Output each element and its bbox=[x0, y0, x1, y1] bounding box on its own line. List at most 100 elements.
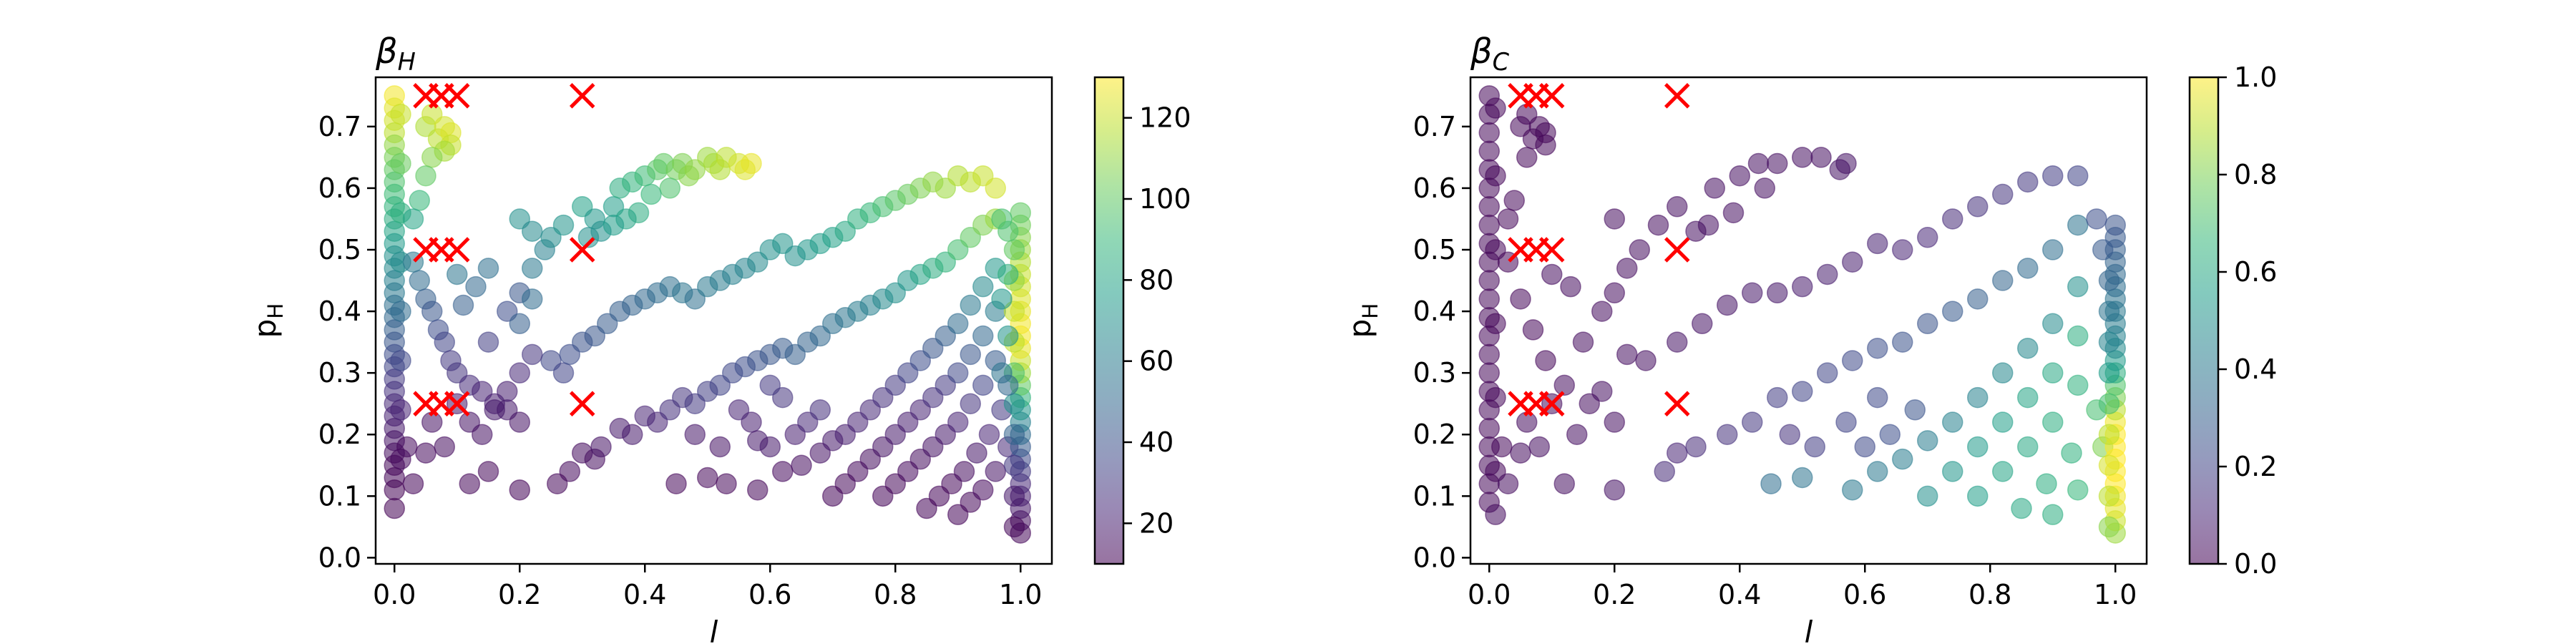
scatter-point bbox=[415, 165, 436, 187]
scatter-point bbox=[497, 381, 518, 402]
scatter-points bbox=[1478, 85, 2126, 544]
scatter-point bbox=[2042, 411, 2064, 433]
scatter-point bbox=[1792, 275, 1813, 298]
scatter-point bbox=[947, 313, 969, 335]
scatter-point bbox=[384, 479, 405, 501]
scatter-point bbox=[447, 263, 468, 286]
scatter-point bbox=[2098, 362, 2120, 384]
x-tick-label: 0.4 bbox=[623, 579, 666, 610]
scatter-point bbox=[1717, 294, 1738, 316]
scatter-point bbox=[741, 152, 762, 175]
scatter-point bbox=[2098, 270, 2120, 291]
scatter-point bbox=[409, 270, 430, 291]
scatter-point bbox=[1485, 165, 1506, 187]
scatter-point bbox=[522, 258, 543, 279]
scatter-point bbox=[622, 424, 643, 445]
y-tick-label: 0.6 bbox=[318, 172, 361, 204]
scatter-point bbox=[985, 461, 1006, 482]
scatter-point bbox=[509, 313, 530, 335]
x-marker bbox=[569, 83, 595, 109]
scatter-point bbox=[2017, 171, 2039, 193]
x-marker bbox=[1538, 391, 1565, 416]
scatter-point bbox=[1767, 282, 1788, 304]
scatter-point bbox=[1892, 239, 1913, 260]
scatter-point bbox=[1804, 436, 1825, 458]
scatter-point bbox=[972, 479, 994, 501]
scatter-point bbox=[1478, 214, 1500, 236]
x-tick-label: 0.0 bbox=[1468, 579, 1511, 610]
scatter-point bbox=[1485, 313, 1506, 335]
scatter-point bbox=[1591, 301, 1613, 322]
x-tick-label: 0.8 bbox=[874, 579, 917, 610]
scatter-point bbox=[2067, 275, 2089, 298]
scatter-point bbox=[1478, 288, 1500, 310]
scatter-point bbox=[728, 399, 750, 421]
scatter-point bbox=[2067, 374, 2089, 396]
scatter-point bbox=[2017, 337, 2039, 359]
scatter-point bbox=[697, 467, 718, 489]
scatter-point bbox=[452, 294, 474, 316]
scatter-point bbox=[1917, 313, 1938, 335]
scatter-point bbox=[2017, 258, 2039, 279]
scatter-point bbox=[1704, 177, 1725, 199]
scatter-point bbox=[997, 374, 1019, 396]
scatter-point bbox=[1541, 263, 1563, 286]
scatter-point bbox=[1535, 350, 1556, 371]
scatter-point bbox=[659, 177, 680, 199]
colorbar-tick-label: 80 bbox=[1139, 264, 1174, 296]
scatter-point bbox=[552, 362, 575, 384]
scatter-point bbox=[1616, 343, 1638, 366]
scatter-point bbox=[2017, 386, 2039, 409]
y-tick-label: 0.2 bbox=[318, 419, 361, 450]
x-tick-label: 0.6 bbox=[748, 579, 791, 610]
scatter-point bbox=[1604, 282, 1625, 304]
colorbar-tick-label: 0.6 bbox=[2234, 256, 2277, 288]
scatter-point bbox=[1747, 152, 1770, 175]
scatter-point bbox=[1491, 436, 1513, 458]
scatter-point bbox=[1992, 362, 2014, 384]
scatter-point bbox=[477, 258, 499, 279]
scatter-point bbox=[1967, 436, 1989, 458]
scatter-point bbox=[434, 436, 455, 458]
scatter-point bbox=[390, 103, 411, 125]
scatter-point bbox=[402, 473, 424, 494]
scatter-point bbox=[1003, 516, 1025, 538]
scatter-point bbox=[1742, 411, 1763, 433]
scatter-point bbox=[2098, 301, 2120, 322]
scatter-point bbox=[1572, 331, 1594, 353]
scatter-point bbox=[1967, 386, 1989, 409]
scatter-point bbox=[2067, 165, 2089, 187]
y-axis-label: pH bbox=[248, 303, 288, 338]
x-tick-label: 1.0 bbox=[999, 579, 1042, 610]
scatter-point bbox=[2042, 239, 2064, 260]
x-marker bbox=[1664, 391, 1690, 416]
scatter-point bbox=[2098, 454, 2120, 477]
scatter-point bbox=[1478, 122, 1500, 144]
scatter-point bbox=[947, 411, 969, 433]
scatter-point bbox=[1003, 393, 1025, 414]
scatter-point bbox=[1917, 485, 1938, 507]
scatter-point bbox=[509, 411, 530, 433]
scatter-point bbox=[1535, 134, 1556, 156]
x-axis-label: l bbox=[1805, 615, 1813, 644]
scatter-point bbox=[1692, 313, 1713, 335]
scatter-point bbox=[947, 362, 969, 384]
scatter-point bbox=[415, 442, 436, 464]
scatter-point bbox=[1604, 208, 1625, 230]
scatter-point bbox=[509, 479, 530, 501]
x-tick-label: 0.6 bbox=[1843, 579, 1886, 610]
scatter-point bbox=[991, 288, 1013, 310]
scatter-point bbox=[1003, 485, 1025, 507]
scatter-point bbox=[960, 393, 981, 414]
scatter-point bbox=[1697, 214, 1719, 236]
scatter-point bbox=[1992, 183, 2014, 205]
scatter-point bbox=[409, 190, 430, 211]
scatter-point bbox=[1742, 282, 1763, 304]
scatter-point bbox=[1516, 147, 1538, 168]
scatter-point bbox=[1760, 473, 1782, 494]
scatter-point bbox=[390, 399, 411, 421]
scatter-point bbox=[1942, 208, 1963, 230]
scatter-point bbox=[2098, 331, 2120, 353]
scatter-point bbox=[1967, 485, 1989, 507]
scatter-point bbox=[640, 183, 662, 205]
